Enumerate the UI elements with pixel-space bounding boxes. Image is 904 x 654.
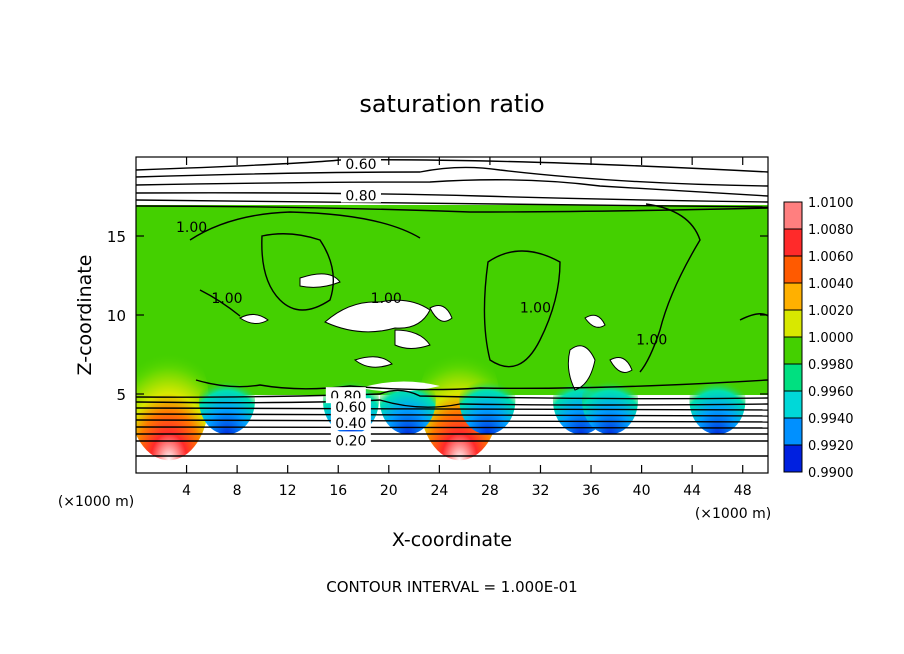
x-tick-label: 8 bbox=[233, 483, 242, 499]
x-tick-label: 4 bbox=[182, 483, 191, 499]
colorbar-label: 0.9960 bbox=[808, 385, 854, 400]
contour-label: 0.20 bbox=[335, 433, 366, 449]
colorbar-swatch bbox=[784, 445, 802, 472]
colorbar-label: 1.0080 bbox=[808, 223, 854, 238]
contour-label: 1.00 bbox=[211, 291, 242, 307]
contour-interval-footer: CONTOUR INTERVAL = 1.000E-01 bbox=[326, 578, 577, 596]
saturation-maximum bbox=[136, 340, 209, 461]
x-tick-label: 12 bbox=[279, 483, 297, 499]
x-tick-label: 24 bbox=[430, 483, 448, 499]
colorbar-label: 1.0000 bbox=[808, 331, 854, 346]
colorbar-swatch bbox=[784, 256, 802, 283]
x-tick-label: 40 bbox=[633, 483, 651, 499]
x-tick-label: 28 bbox=[481, 483, 499, 499]
x-unit-right: (×1000 m) bbox=[695, 506, 771, 522]
contour-label: 1.00 bbox=[371, 291, 402, 307]
colorbar-swatch bbox=[784, 364, 802, 391]
colorbar-label: 1.0040 bbox=[808, 277, 854, 292]
colorbar-swatch bbox=[784, 202, 802, 229]
colorbar-label: 1.0060 bbox=[808, 250, 854, 265]
y-tick-label: 10 bbox=[107, 307, 126, 325]
x-tick-label: 16 bbox=[329, 483, 347, 499]
colorbar-label: 0.9940 bbox=[808, 412, 854, 427]
x-axis-label: X-coordinate bbox=[392, 529, 512, 551]
contour-label: 1.00 bbox=[176, 220, 207, 236]
colorbar-label: 0.9920 bbox=[808, 439, 854, 454]
colorbar-swatch bbox=[784, 310, 802, 337]
plot-area: 0.600.801.001.00 1.001.001.000.800.600.40… bbox=[136, 157, 768, 473]
contour-label: 0.80 bbox=[345, 189, 376, 205]
saturation-minimum bbox=[459, 366, 516, 435]
y-tick-label: 5 bbox=[116, 386, 126, 404]
saturation-minimum bbox=[199, 366, 256, 435]
chart-title: saturation ratio bbox=[359, 90, 544, 118]
contour-label: 1.00 bbox=[636, 332, 667, 348]
colorbar-swatch bbox=[784, 391, 802, 418]
saturation-minimum bbox=[379, 366, 436, 435]
colorbar-label: 0.9980 bbox=[808, 358, 854, 373]
x-unit-left: (×1000 m) bbox=[58, 494, 134, 510]
contour-label: 0.60 bbox=[335, 400, 366, 416]
saturation-minimum bbox=[582, 366, 638, 435]
colorbar: 1.0100 1.0080 1.0060 1.0040 1.0020 1.0000 0.99… bbox=[783, 196, 854, 481]
colorbar-label: 0.9900 bbox=[808, 466, 854, 481]
contour-label: 0.40 bbox=[335, 416, 366, 432]
y-axis-label: Z-coordinate bbox=[74, 255, 96, 376]
saturation-minimum bbox=[689, 366, 746, 435]
colorbar-label: 1.0100 bbox=[808, 196, 854, 211]
y-tick-label: 15 bbox=[107, 228, 126, 246]
x-tick-label: 36 bbox=[582, 483, 600, 499]
colorbar-swatch bbox=[784, 337, 802, 364]
contour-lines bbox=[136, 159, 768, 457]
x-tick-label: 44 bbox=[683, 483, 701, 499]
colorbar-swatch bbox=[784, 229, 802, 256]
x-tick-label: 48 bbox=[734, 483, 752, 499]
colorbar-swatch bbox=[784, 418, 802, 445]
x-tick-label: 20 bbox=[380, 483, 398, 499]
x-tick-label: 32 bbox=[532, 483, 550, 499]
colorbar-label: 1.0020 bbox=[808, 304, 854, 319]
subsaturated-patches bbox=[239, 273, 633, 392]
contour-label: 1.00 bbox=[520, 301, 551, 317]
contour-label: 0.60 bbox=[345, 157, 376, 173]
colorbar-swatch bbox=[784, 283, 802, 310]
